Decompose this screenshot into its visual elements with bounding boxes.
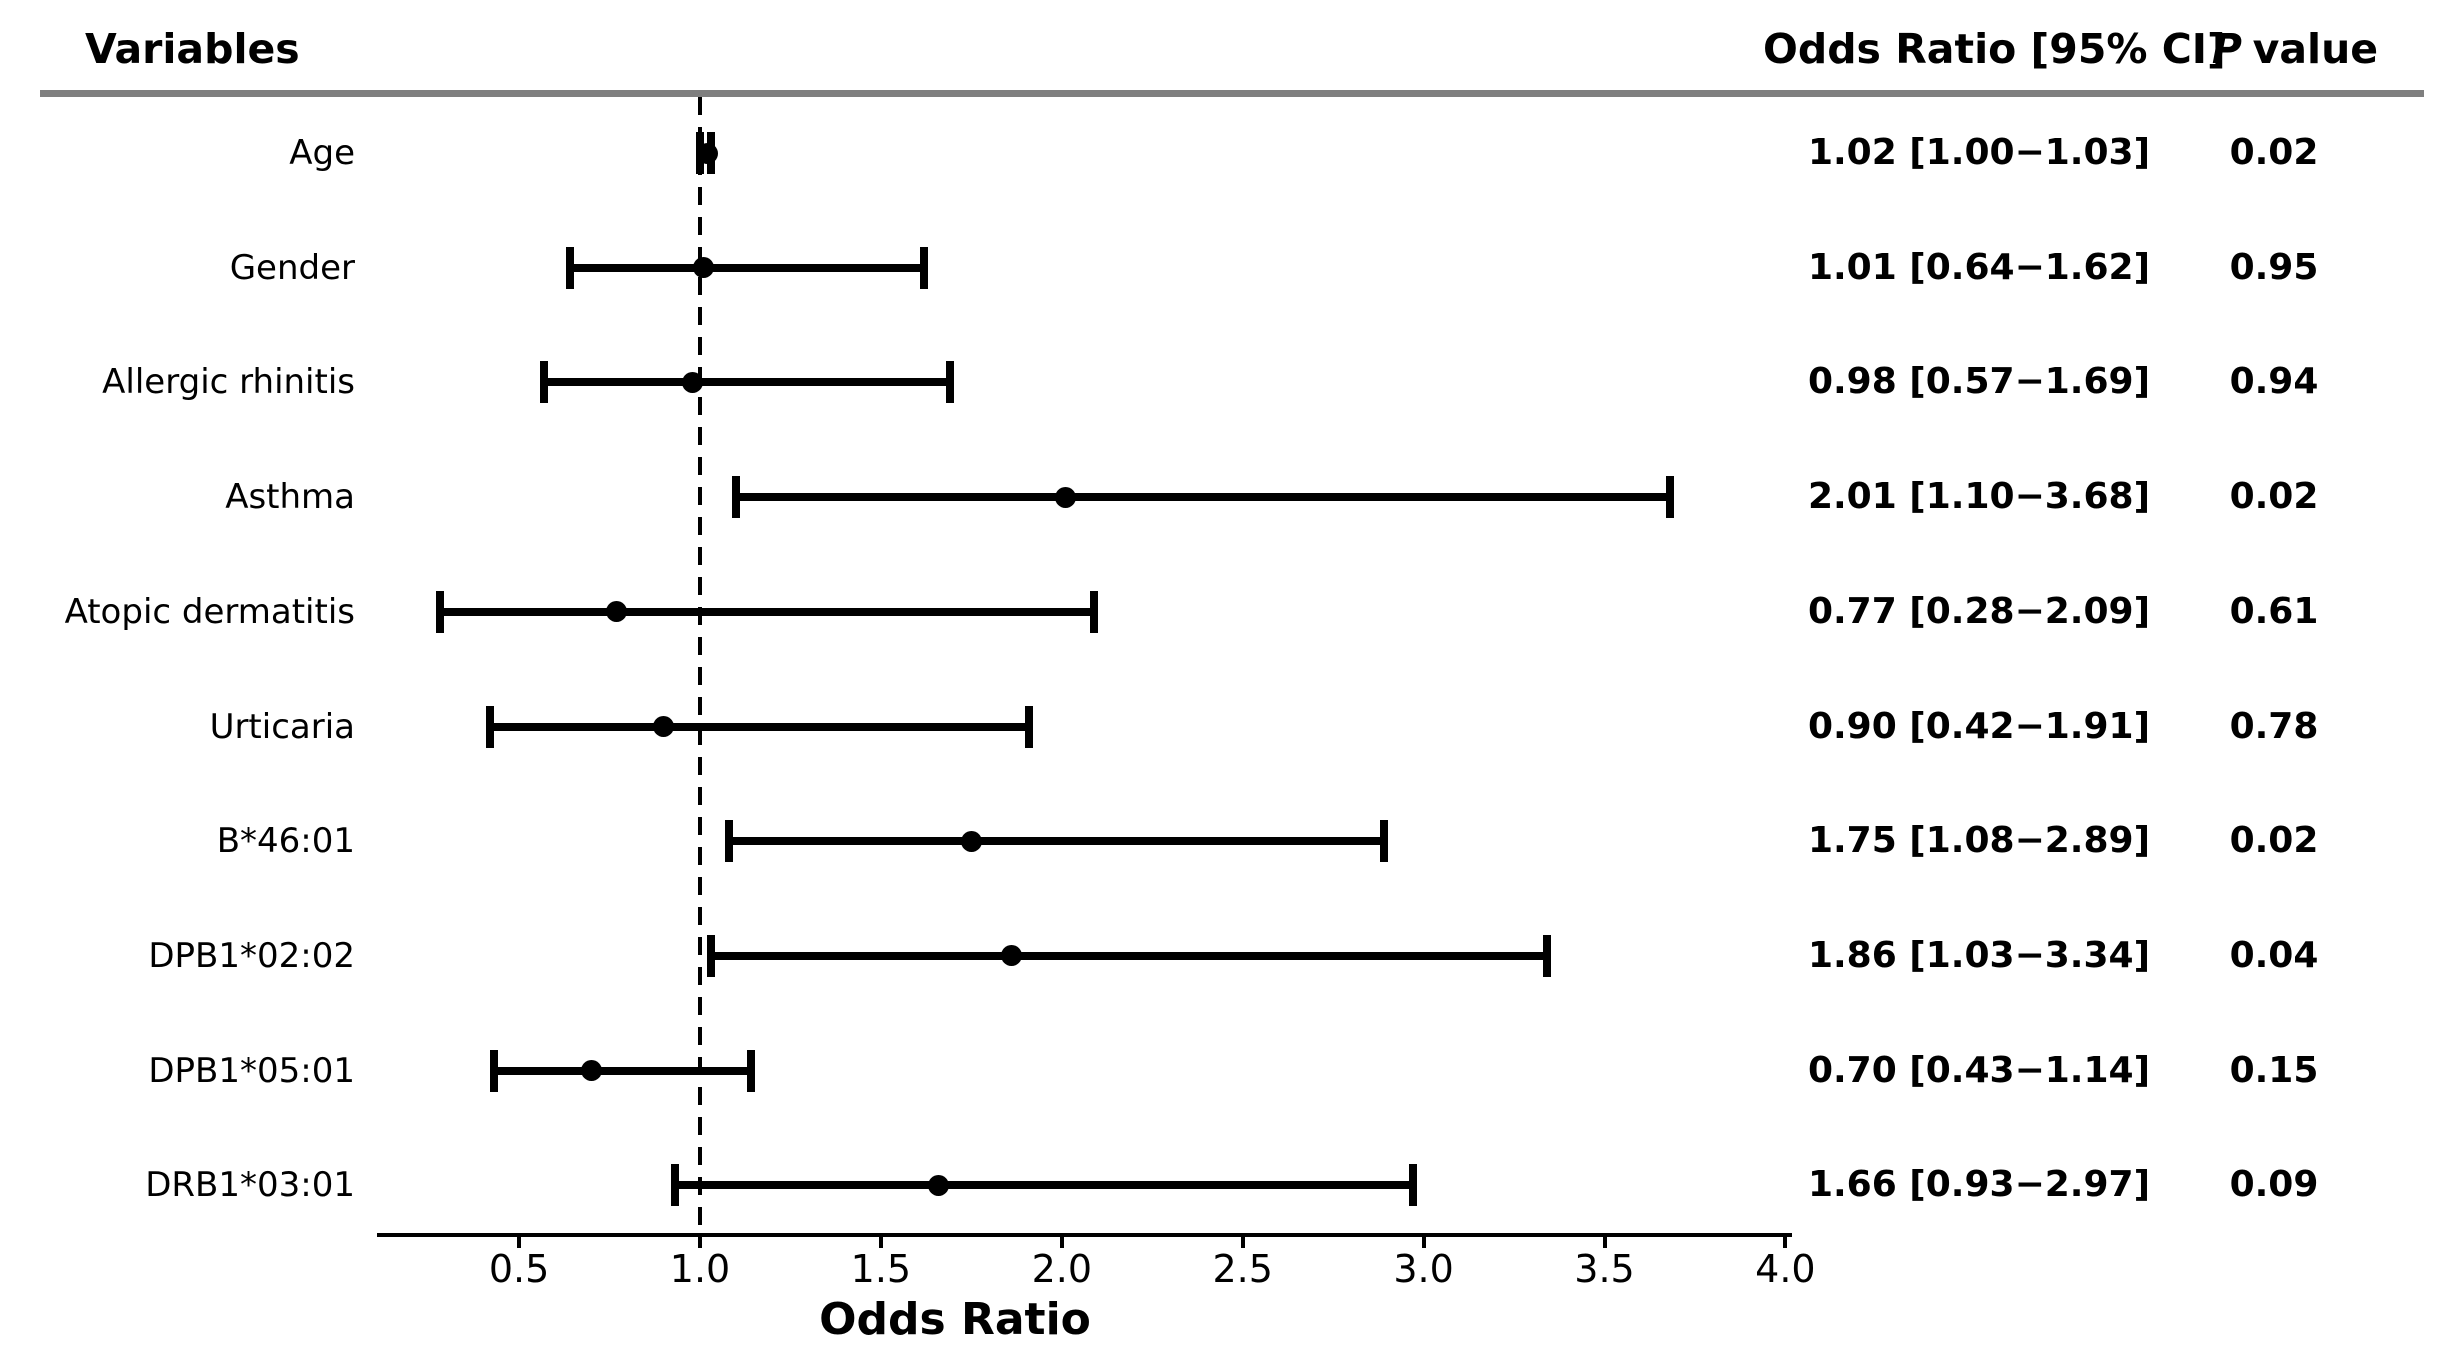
or-ci-value: 0.98 [0.57−1.69] [1807, 361, 2151, 403]
row-label: Atopic dermatitis [64, 591, 355, 632]
row-label: Allergic rhinitis [102, 362, 355, 403]
ci-bar [569, 263, 925, 272]
x-axis-tick-label: 3.0 [1393, 1247, 1454, 1291]
ci-bar [728, 837, 1384, 846]
x-axis-title: Odds Ratio [819, 1294, 1091, 1345]
p-value: 0.02 [2229, 820, 2319, 862]
x-axis-tick-mark [1602, 1235, 1607, 1248]
or-ci-value: 1.66 [0.93−2.97] [1807, 1164, 2151, 1206]
x-axis-tick-label: 0.5 [488, 1247, 550, 1291]
or-ci-value: 0.90 [0.42−1.91] [1807, 705, 2151, 747]
or-ci-value: 1.86 [1.03−3.34] [1807, 934, 2151, 976]
ci-cap-low [489, 1049, 498, 1092]
or-marker [928, 1174, 950, 1196]
row-label: DPB1*05:01 [148, 1050, 355, 1091]
ci-cap-low [565, 246, 574, 289]
row-label: Gender [229, 247, 355, 288]
ci-bar [736, 493, 1670, 502]
ci-cap-high [1542, 934, 1551, 977]
p-value: 0.95 [2229, 246, 2319, 288]
ci-cap-high [746, 1049, 755, 1092]
ci-cap-high [1090, 590, 1099, 633]
ci-bar [439, 607, 1095, 616]
or-marker [960, 830, 982, 852]
ci-bar [710, 951, 1547, 960]
row-label: B*46:01 [216, 821, 355, 862]
or-marker [693, 257, 715, 279]
row-label: DRB1*03:01 [145, 1165, 355, 1206]
x-axis-tick-mark [878, 1235, 883, 1248]
x-axis-tick-mark [1421, 1235, 1426, 1248]
x-axis-tick-label: 2.0 [1031, 1247, 1093, 1291]
p-value: 0.04 [2229, 934, 2319, 976]
or-marker [696, 142, 718, 164]
ci-cap-high [945, 361, 954, 404]
column-header-odds-ratio-ci: Odds Ratio [95% CI] [1763, 25, 2226, 73]
p-value: 0.61 [2229, 590, 2319, 632]
column-header-variables: Variables [85, 25, 300, 73]
ci-bar [544, 378, 950, 387]
ci-cap-high [1665, 476, 1674, 519]
x-axis-line [377, 1233, 1792, 1237]
x-axis-tick-mark [1059, 1235, 1064, 1248]
x-axis-tick-label: 4.0 [1755, 1247, 1816, 1291]
row-label: Age [289, 133, 355, 173]
or-marker [606, 601, 628, 623]
or-ci-value: 0.70 [0.43−1.14] [1807, 1049, 2151, 1091]
or-marker [653, 716, 675, 737]
ci-cap-low [435, 590, 444, 633]
x-axis-tick-mark [1240, 1235, 1245, 1248]
reference-line-or-1 [698, 97, 702, 1235]
ci-cap-high [1408, 1164, 1417, 1207]
x-axis-tick-mark [517, 1235, 522, 1248]
x-axis-tick-label: 1.0 [669, 1247, 731, 1291]
p-value: 0.15 [2229, 1049, 2319, 1091]
ci-bar [493, 1066, 751, 1075]
x-axis-tick-label: 1.5 [850, 1247, 912, 1291]
x-axis-tick-mark [698, 1235, 702, 1248]
x-axis-tick-mark [1783, 1235, 1788, 1248]
or-ci-value: 1.01 [0.64−1.62] [1807, 246, 2151, 288]
x-axis-tick-label: 2.5 [1212, 1247, 1273, 1291]
p-value: 0.02 [2229, 476, 2319, 518]
ci-cap-low [486, 705, 495, 748]
or-marker [1054, 486, 1076, 508]
or-marker [682, 371, 704, 393]
or-ci-value: 0.77 [0.28−2.09] [1807, 590, 2151, 632]
or-marker [580, 1060, 602, 1082]
p-value: 0.94 [2229, 361, 2319, 403]
row-label: Urticaria [209, 706, 355, 747]
ci-cap-low [670, 1164, 679, 1207]
p-value-header-italic-p: P [2211, 25, 2242, 73]
ci-cap-low [706, 934, 715, 977]
ci-cap-high [1025, 705, 1034, 748]
header-separator-line [40, 90, 2424, 97]
ci-bar [674, 1181, 1413, 1190]
or-ci-value: 1.02 [1.00−1.03] [1807, 132, 2151, 173]
p-value-header-rest: value [2252, 25, 2379, 73]
row-label: Asthma [225, 477, 355, 518]
ci-cap-low [540, 361, 549, 404]
row-label: DPB1*02:02 [148, 935, 355, 976]
p-value: 0.78 [2229, 705, 2319, 747]
x-axis-tick-label: 3.5 [1574, 1247, 1635, 1291]
or-ci-value: 2.01 [1.10−3.68] [1807, 476, 2151, 518]
ci-cap-high [1379, 820, 1388, 863]
or-ci-value: 1.75 [1.08−2.89] [1807, 820, 2151, 862]
ci-cap-low [732, 476, 741, 519]
p-value: 0.02 [2229, 132, 2319, 173]
or-marker [1000, 945, 1022, 967]
p-value: 0.09 [2229, 1164, 2319, 1206]
ci-cap-low [724, 820, 733, 863]
ci-cap-high [920, 246, 929, 289]
ci-bar [490, 722, 1030, 731]
